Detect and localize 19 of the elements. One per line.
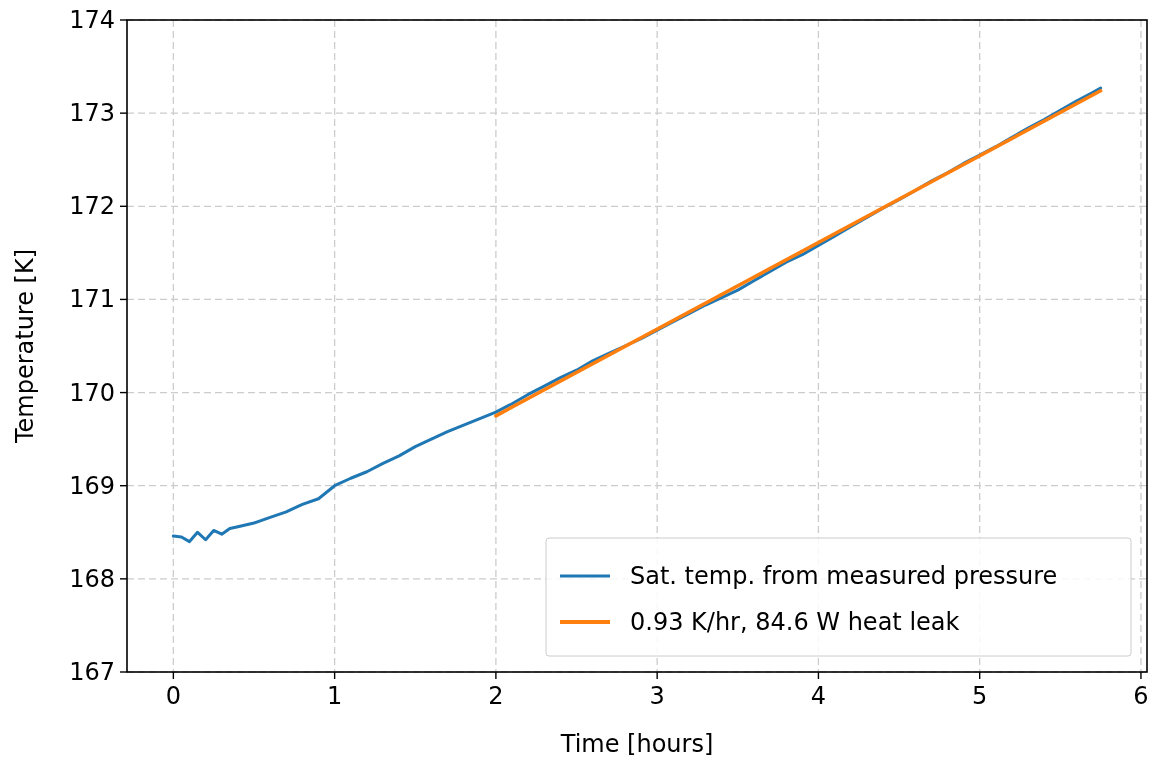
y-tick-label: 170 [69,378,115,407]
x-tick-label: 5 [972,682,988,710]
x-tick-label: 3 [649,682,665,710]
x-tick-label: 2 [488,682,504,710]
x-tick-label: 4 [810,682,827,710]
x-tick-label: 6 [1133,682,1149,710]
y-axis-title: Temperature [K] [11,248,39,445]
y-tick-label: 172 [69,192,115,221]
x-tick-label: 1 [326,682,343,710]
y-tick-label: 171 [69,285,115,314]
legend-label: Sat. temp. from measured pressure [630,562,1058,590]
y-tick-label: 174 [69,6,115,34]
y-tick-label: 169 [69,471,115,500]
x-tick-label: 0 [165,682,181,710]
y-tick-label: 173 [69,99,115,128]
x-axis-title: Time [hours] [559,730,714,758]
y-tick-label: 167 [69,658,115,686]
legend-label: 0.93 K/hr, 84.6 W heat leak [630,608,960,636]
y-tick-label: 168 [69,564,115,593]
